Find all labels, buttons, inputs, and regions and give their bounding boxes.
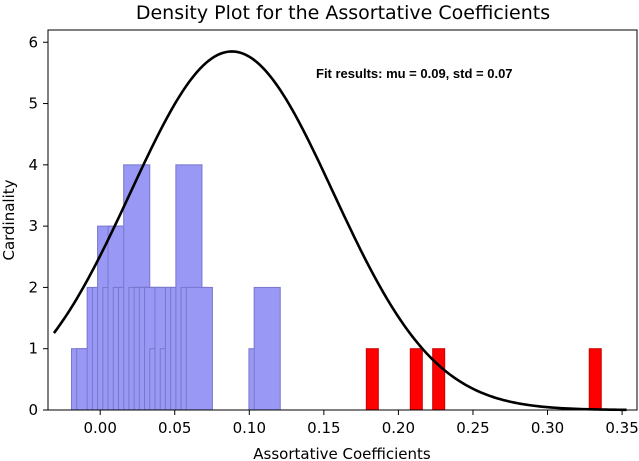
x-axis-ticks: 0.00 0.05 0.10 0.15 0.20 0.25 0.30 0.35 xyxy=(83,410,639,437)
y-axis-ticks: 0 1 2 3 4 5 6 xyxy=(28,33,48,419)
histogram-bar xyxy=(185,286,213,411)
x-tick-label: 0.30 xyxy=(531,419,564,437)
y-axis-label: Cardinality xyxy=(0,179,18,260)
y-tick-label: 5 xyxy=(28,95,38,113)
x-tick-label: 0.05 xyxy=(158,419,191,437)
chart-title: Density Plot for the Assortative Coeffic… xyxy=(136,2,550,24)
y-tick-label: 3 xyxy=(28,217,38,235)
fit-curve xyxy=(52,50,627,412)
x-tick-label: 0.20 xyxy=(382,419,415,437)
fit-annotation: Fit results: mu = 0.09, std = 0.07 xyxy=(316,66,513,81)
x-tick-label: 0.10 xyxy=(233,419,266,437)
highlight-bar xyxy=(432,348,446,411)
y-tick-label: 6 xyxy=(28,33,38,51)
y-tick-label: 4 xyxy=(28,156,38,174)
y-tick-label: 1 xyxy=(28,340,38,358)
bars-layer xyxy=(70,164,602,411)
curve-layer xyxy=(52,50,627,412)
x-tick-label: 0.35 xyxy=(605,419,638,437)
highlight-bar xyxy=(365,348,379,411)
y-tick-label: 2 xyxy=(28,278,38,296)
histogram-bar xyxy=(253,286,281,411)
plot-frame xyxy=(47,29,638,411)
x-axis-label: Assortative Coefficients xyxy=(253,445,431,461)
highlight-bar xyxy=(588,348,602,411)
x-tick-label: 0.25 xyxy=(456,419,489,437)
x-tick-label: 0.00 xyxy=(83,419,116,437)
highlight-bar xyxy=(409,348,423,411)
x-tick-label: 0.15 xyxy=(307,419,340,437)
y-tick-label: 0 xyxy=(28,401,38,419)
